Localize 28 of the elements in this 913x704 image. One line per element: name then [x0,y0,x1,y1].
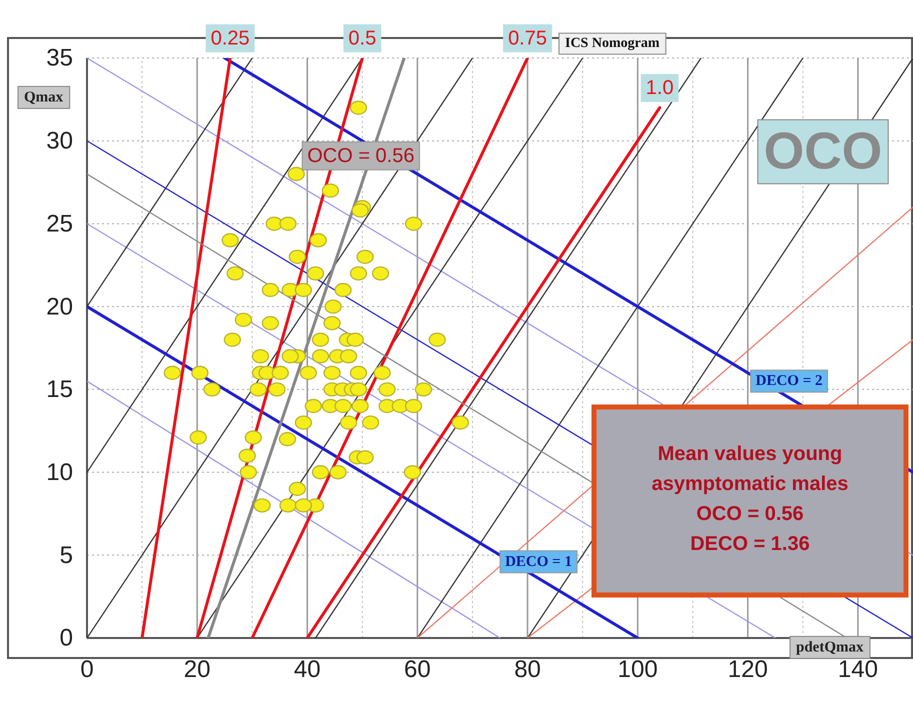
series-label: 0.75 [508,27,547,50]
text: ICS Nomogram [565,36,660,52]
series-label: DECO = 1 [505,554,572,570]
series-label: DECO = 2 [756,373,823,390]
y-axis-title: Qmax [24,89,64,106]
y-tick-label: 35 [46,44,73,72]
y-tick-label: 15 [46,376,73,404]
x-tick-label: 40 [294,656,321,684]
y-tick-label: 10 [46,458,73,486]
x-tick-label: 140 [838,656,878,684]
y-tick-label: 30 [46,128,73,155]
series-label: 1.0 [646,76,674,99]
x-tick-label: 100 [618,656,658,684]
text: OCO [764,122,882,181]
x-tick-label: 60 [404,656,431,684]
y-tick-label: 20 [46,293,73,320]
series-label: OCO = 0.56 [307,144,414,167]
y-tick-label: 0 [60,624,73,652]
x-tick-label: 0 [80,656,94,684]
series-label: 0.5 [348,27,376,50]
y-tick-label: 25 [46,210,73,238]
x-axis-title: pdetQmax [796,639,864,656]
x-tick-label: 80 [514,656,541,684]
x-tick-label: 120 [728,656,768,684]
y-tick-label: 5 [60,542,73,569]
series-label: 0.25 [210,27,250,50]
annotation: Mean values young asymptomatic males OCO = 0.56 DECO = 1.36 [652,443,848,555]
x-tick-label: 20 [184,656,210,684]
